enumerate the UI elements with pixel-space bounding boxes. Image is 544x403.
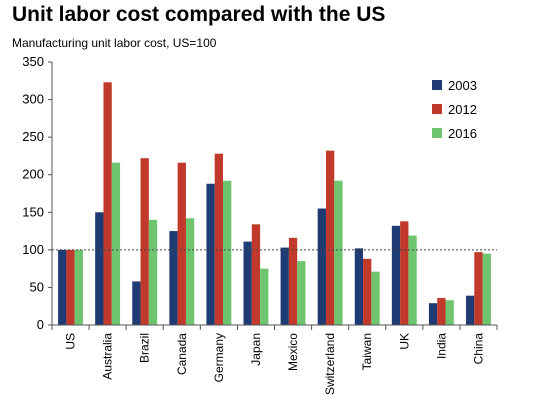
y-tick-label: 50 [30,279,44,294]
bar-germany-2003 [206,183,215,325]
bar-switzerland-2012 [325,150,335,325]
x-category-label: UK [397,333,411,350]
bar-india-2016 [445,300,454,325]
bar-brazil-2016 [148,219,158,325]
bar-canada-2016 [185,218,195,325]
x-category-label: Germany [212,333,226,382]
x-axis: US Australia Brazil Canada Germany Japan Mexic… [51,324,498,395]
y-tick-label: 100 [22,242,44,257]
bar-australia-2003 [95,212,104,325]
bar-taiwan-2012 [363,258,372,325]
x-category-label: Canada [175,333,189,375]
chart-title: Unit labor cost compared with the US [12,3,386,26]
bar-japan-2016 [260,268,269,325]
y-tick-label: 150 [22,204,44,219]
y-tick-label: 300 [22,92,44,107]
x-category-label: US [64,333,78,350]
x-category-label: Australia [101,333,115,380]
bars [52,82,497,325]
bar-uk-2012 [400,221,409,325]
bar-india-2012 [437,297,446,325]
bar-china-2012 [474,252,483,325]
bar-taiwan-2003 [354,248,364,325]
bar-australia-2012 [103,82,112,325]
y-axis: 0 50 100 150 200 250 300 350 [22,54,53,332]
bar-india-2003 [428,303,438,325]
x-category-label: Japan [249,333,263,366]
bar-mexico-2003 [280,247,289,325]
legend-swatch-2016 [432,128,442,138]
legend-label-2003: 2003 [448,78,477,93]
bar-germany-2016 [223,180,232,325]
bar-taiwan-2016 [371,271,380,325]
y-tick-label: 200 [22,167,44,182]
bar-uk-2003 [391,225,401,325]
bar-us-2012 [66,249,75,325]
legend-swatch-2012 [432,104,442,114]
bar-us-2016 [74,249,83,325]
x-category-label: India [434,333,448,359]
x-category-label: China [471,333,485,365]
bar-brazil-2003 [132,281,141,325]
x-category-label: Mexico [286,333,300,371]
bar-canada-2012 [177,162,186,325]
legend-swatch-2003 [432,80,442,90]
bar-japan-2012 [251,224,261,325]
x-category-label: Switzerland [323,333,337,395]
x-category-label: Taiwan [360,333,374,370]
bar-brazil-2012 [140,158,149,325]
bar-japan-2003 [243,241,252,325]
bar-uk-2016 [408,235,417,325]
legend: 2003 2012 2016 [432,78,477,141]
y-tick-label: 350 [22,54,44,69]
bar-australia-2016 [111,162,121,325]
legend-label-2012: 2012 [448,102,477,117]
bar-canada-2003 [169,231,178,325]
bar-china-2016 [482,253,491,325]
bar-china-2003 [466,295,475,325]
bar-mexico-2016 [297,261,306,325]
legend-label-2016: 2016 [448,126,477,141]
bar-us-2003 [58,249,67,325]
y-tick-label: 250 [22,129,44,144]
chart-subtitle: Manufacturing unit labor cost, US=100 [12,36,217,50]
y-tick-label: 0 [37,317,44,332]
x-category-label: Brazil [138,333,152,363]
bar-switzerland-2003 [317,208,326,325]
bar-switzerland-2016 [334,180,343,325]
bar-germany-2012 [214,153,224,325]
bar-mexico-2012 [288,237,298,325]
